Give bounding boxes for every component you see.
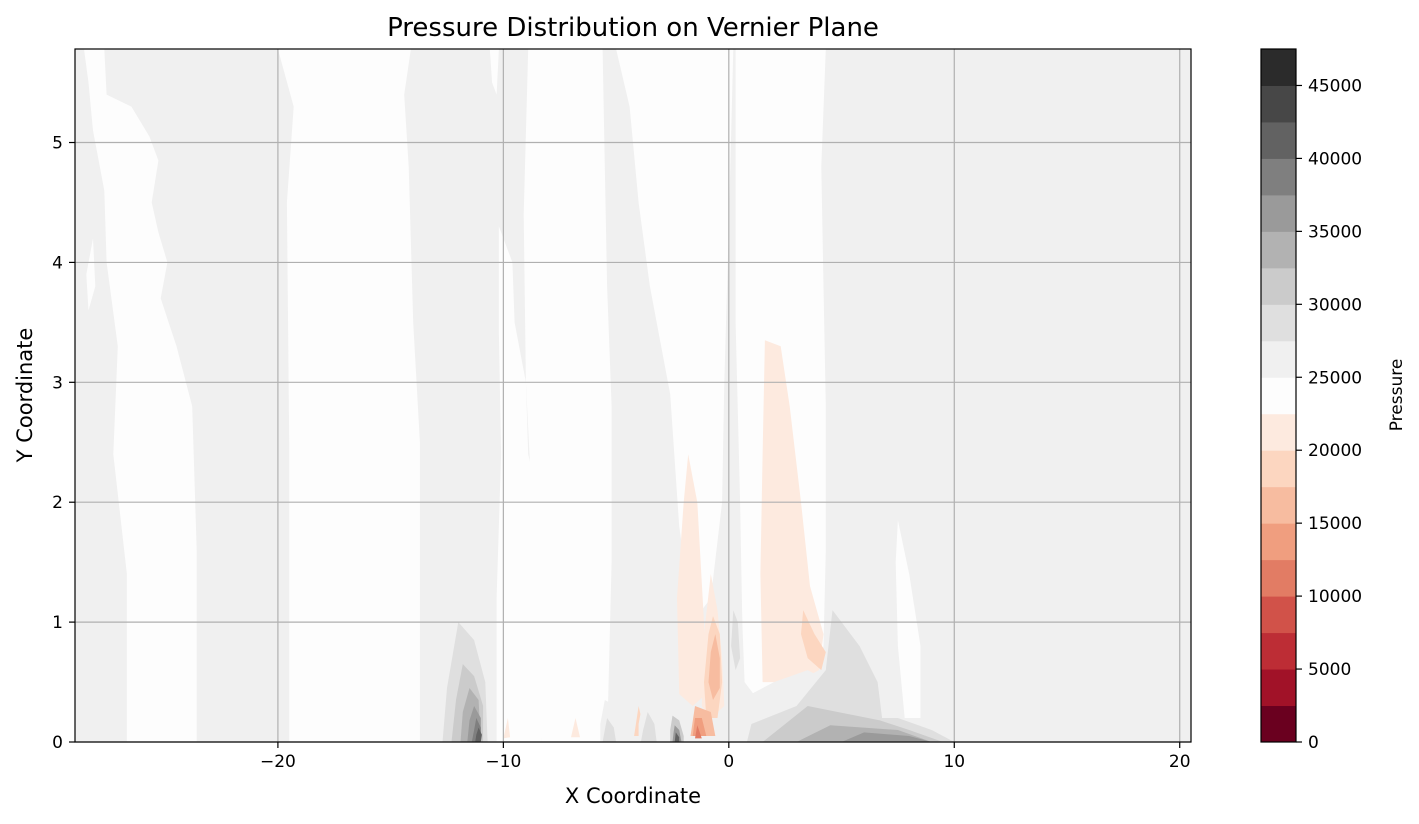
x-axis-label: X Coordinate	[565, 784, 701, 808]
contour-region-0	[84, 49, 197, 742]
colorbar-band-4	[1261, 559, 1296, 597]
colorbar-band-9	[1261, 377, 1296, 415]
colorbar-tick-label-0: 0	[1308, 733, 1319, 753]
contour-region-9	[760, 340, 824, 683]
contour-region-5	[496, 226, 542, 742]
contour-region-38	[728, 460, 743, 683]
colorbar-band-2	[1261, 632, 1296, 670]
x-tick-label-3: 10	[943, 752, 965, 772]
x-tick-label-2: 0	[723, 752, 734, 772]
contour-region-29	[475, 727, 482, 742]
plot-area: −20 −10 0 10 20 0 1 2 3 4 5	[52, 48, 1192, 772]
contour-region-6	[523, 49, 612, 742]
contour-region-2	[277, 49, 420, 742]
chart-title: Pressure Distribution on Vernier Plane	[387, 13, 879, 43]
contour-region-36	[672, 725, 682, 742]
contour-region-31	[602, 718, 617, 742]
colorbar-frame	[1260, 48, 1297, 743]
contour-region-33	[640, 712, 657, 742]
colorbar-band-16	[1261, 121, 1296, 159]
x-tick-label-1: −10	[485, 752, 521, 772]
colorbar-tick-label-8: 40000	[1308, 149, 1362, 169]
colorbar-band-14	[1261, 194, 1296, 232]
contour-region-3	[489, 49, 499, 95]
contour-region-4	[616, 49, 734, 623]
contour-region-37	[674, 732, 680, 742]
colorbar-band-10	[1261, 340, 1296, 378]
colorbar-band-17	[1261, 85, 1296, 123]
contour-region-39	[731, 610, 741, 671]
colorbar-band-0	[1261, 705, 1296, 743]
contour-region-17	[708, 634, 720, 700]
contour-region-22	[695, 725, 702, 739]
colorbar-tick-label-5: 25000	[1308, 368, 1362, 388]
contour-region-8	[895, 520, 921, 718]
contour-region-41	[746, 610, 955, 742]
colorbar-band-18	[1261, 49, 1296, 86]
y-tick-label-3: 3	[52, 373, 63, 393]
contour-region-15	[801, 610, 826, 671]
contour-region-1	[86, 238, 96, 311]
contour-regions	[84, 49, 966, 742]
colorbar-band-11	[1261, 304, 1296, 342]
colorbar-band-8	[1261, 413, 1296, 451]
colorbar-band-13	[1261, 231, 1296, 269]
y-tick-label-5: 5	[52, 134, 63, 154]
colorbar-band-7	[1261, 450, 1296, 488]
y-tick-label-2: 2	[52, 493, 63, 513]
colorbar-label: Pressure	[1387, 359, 1407, 432]
plot-background	[75, 49, 1191, 742]
contour-region-13	[571, 718, 580, 738]
contour-region-20	[692, 718, 707, 736]
colorbar-tick-label-9: 45000	[1308, 76, 1362, 96]
colorbar-band-1	[1261, 669, 1296, 707]
x-tick-label-4: 20	[1169, 752, 1191, 772]
colorbar-tick-label-4: 20000	[1308, 441, 1362, 461]
x-tick-label-0: −20	[260, 752, 296, 772]
colorbar-band-5	[1261, 523, 1296, 561]
colorbar: 0 5000 10000 15000 20000 25000 30000 35000 40000…	[1260, 48, 1362, 753]
contour-region-44	[841, 732, 932, 742]
colorbar-tick-label-3: 15000	[1308, 514, 1362, 534]
colorbar-band-12	[1261, 267, 1296, 305]
colorbar-band-6	[1261, 486, 1296, 524]
colorbar-tick-label-2: 10000	[1308, 587, 1362, 607]
contour-region-12	[503, 718, 511, 739]
colorbar-tick-label-7: 35000	[1308, 222, 1362, 242]
contour-region-40	[728, 454, 966, 742]
y-tick-label-1: 1	[52, 613, 63, 633]
y-axis-label: Y Coordinate	[13, 328, 37, 464]
colorbar-tick-label-1: 5000	[1308, 660, 1351, 680]
colorbar-band-15	[1261, 158, 1296, 196]
y-tick-label-0: 0	[52, 733, 63, 753]
plot-frame	[74, 48, 1192, 743]
y-tick-label-4: 4	[52, 253, 63, 273]
colorbar-band-3	[1261, 596, 1296, 634]
colorbar-tick-label-6: 30000	[1308, 295, 1362, 315]
contour-region-10	[677, 454, 707, 706]
